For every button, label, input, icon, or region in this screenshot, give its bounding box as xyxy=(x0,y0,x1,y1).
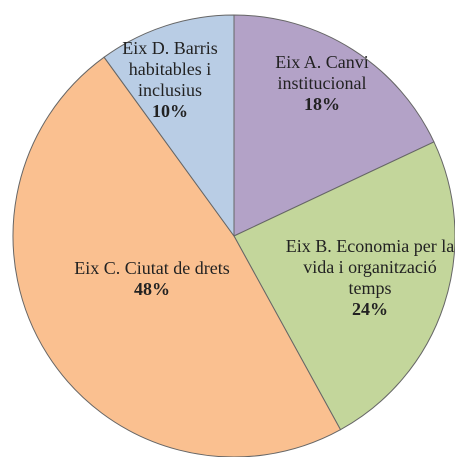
value-label: 24% xyxy=(352,299,388,319)
slice-label-box: Eix C. Ciutat de drets 48% xyxy=(64,258,240,300)
category-label: Eix C. Ciutat de drets xyxy=(74,258,230,278)
slice-label-box: Eix D. Barris habitables i inclusius 10% xyxy=(100,38,240,122)
slice-label-box: Eix A. Canvi institucional 18% xyxy=(247,52,397,115)
category-label: Eix A. Canvi institucional xyxy=(275,52,369,93)
pie-slice xyxy=(233,141,455,431)
pie-slice xyxy=(233,14,435,237)
pie-slice xyxy=(12,56,342,457)
value-label: 10% xyxy=(152,101,188,121)
slice-label: Eix B. Economia per la vida i organitzac… xyxy=(282,236,455,320)
category-label: Eix D. Barris habitables i inclusius xyxy=(122,38,218,100)
value-label: 18% xyxy=(304,94,340,114)
slice-label-box: Eix B. Economia per la vida i organitzac… xyxy=(282,236,455,320)
category-label: Eix B. Economia per la vida i organitzac… xyxy=(285,236,455,298)
value-label: 48% xyxy=(134,279,170,299)
pie-slice xyxy=(103,14,235,238)
